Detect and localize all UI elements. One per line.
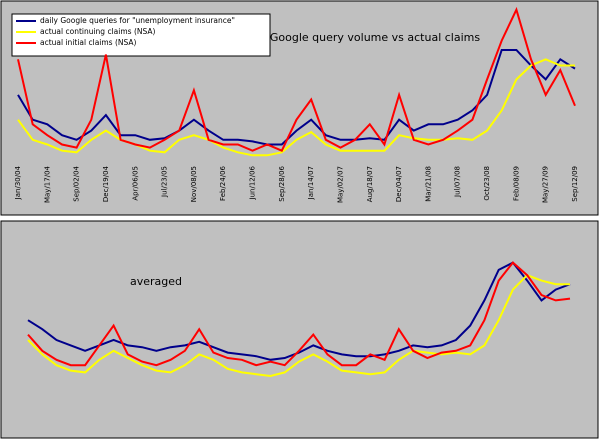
x-tick-label: Apr/06/05 <box>131 166 139 201</box>
x-tick-label: Feb/24/06 <box>219 165 227 200</box>
series-line <box>17 49 576 146</box>
series-line <box>27 274 570 378</box>
x-tick-label: Mar/21/08 <box>424 166 432 202</box>
legend <box>11 13 271 57</box>
x-tick-label: Jul/23/05 <box>161 166 169 198</box>
x-tick-label: Jan/30/04 <box>14 165 22 200</box>
series-line <box>17 6 576 152</box>
chart-title: Google query volume vs actual claims <box>270 31 481 44</box>
x-tick-label: Aug/18/07 <box>366 166 374 202</box>
legend-label: daily Google queries for "unemployment i… <box>40 16 235 25</box>
series-line <box>27 261 571 361</box>
x-tick-label: Oct/23/08 <box>483 166 491 201</box>
series-line <box>27 261 571 367</box>
x-tick-label: May/02/07 <box>336 166 344 203</box>
x-tick-label: Nov/08/05 <box>190 166 198 202</box>
bottom-panel <box>0 220 599 439</box>
x-tick-label: Dec/04/07 <box>395 166 403 202</box>
legend-label: actual continuing claims (NSA) <box>40 27 156 36</box>
x-tick-label: Jan/14/07 <box>307 166 315 200</box>
x-tick-label: Sep/02/04 <box>73 165 81 201</box>
x-tick-label: May/17/04 <box>43 165 51 203</box>
x-tick-label: May/27/09 <box>542 166 550 203</box>
x-tick-label: Sep/12/09 <box>571 166 579 202</box>
x-tick-label: Sep/28/06 <box>278 165 286 201</box>
x-tick-label: Jun/12/06 <box>249 165 257 200</box>
x-tick-label: Feb/08/09 <box>512 166 520 201</box>
legend-label: actual initial claims (NSA) <box>40 38 137 47</box>
series-line <box>17 58 575 157</box>
annotation: averaged <box>130 275 182 288</box>
x-tick-label: Jul/07/08 <box>454 166 462 198</box>
x-tick-label: Dec/19/04 <box>102 165 110 202</box>
